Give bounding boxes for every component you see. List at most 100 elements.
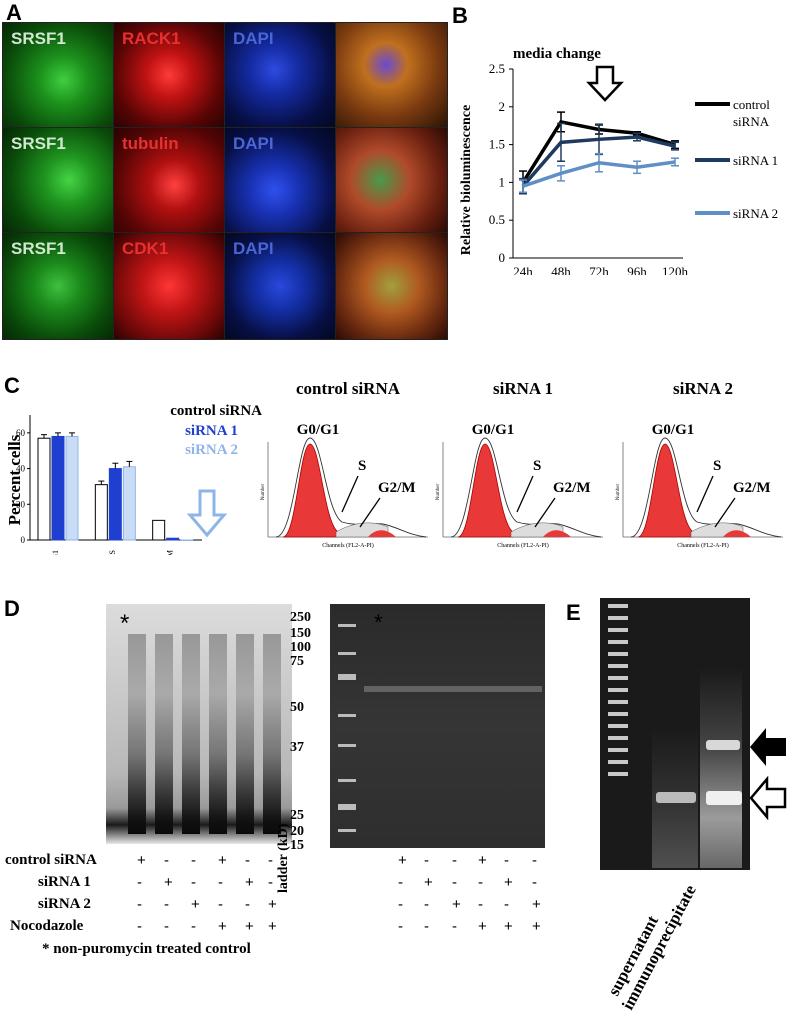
image-dapi-row2: DAPI [224,127,336,233]
stain-label: SRSF1 [11,29,66,48]
g0g1-peak [282,443,339,538]
gel-ladder-band [608,700,628,704]
treatment-sign: + [478,918,487,935]
ladder-band [338,624,356,627]
bar-G2/M-3 [180,539,194,541]
y-axis-label: Relative bioluminescence [459,105,474,255]
s-phase-label: S [358,458,366,474]
gel-ladder-band [608,652,628,656]
stain-label: DAPI [233,29,274,48]
treatment-sign: + [218,918,227,935]
g0g1-peak [637,443,694,538]
microscopy-grid: SRSF1 RACK1 DAPI SRSF1 tubulin DAPI SRSF… [2,22,448,340]
white-arrow-icon [749,775,787,820]
ladder-marks: 250 150 100 75 50 37 25 20 15 [290,610,330,870]
treatment-sign: + [245,874,254,891]
histogram-x-label: Channels (FL2-A-PI) [497,542,549,549]
stain-label: DAPI [233,239,274,258]
g2m-label: G2/M [378,480,416,496]
y-tick-label: 2 [499,99,506,114]
gel-band-lower-ip [706,791,742,805]
ladder-mark-15: 15 [290,838,304,853]
image-tubulin-row2: tubulin [113,127,225,233]
bar-S-3 [122,466,136,541]
treatment-sign: - [191,852,196,869]
treatment-sign: - [137,918,142,935]
treatment-sign: + [452,896,461,913]
histogram-y-label: Number [616,483,621,500]
ladder-mark-150: 150 [290,626,311,641]
treatment-sign: - [452,874,457,891]
legend: control siRNA siRNA 1 siRNA 2 [695,97,778,221]
legend-label-sirna2: siRNA 2 [185,442,238,458]
legend-label-sirna2: siRNA 2 [733,206,778,221]
gel-ladder-band [608,616,628,620]
ladder-band [338,744,356,747]
g0g1-peak [457,443,514,538]
gel-ladder-band [608,772,628,776]
stain-label: CDK1 [122,239,169,258]
ladder-band [338,829,356,832]
ladder-band [338,652,356,655]
y-tick-label: 0.5 [489,212,505,227]
treatment-label: siRNA 2 [38,896,91,912]
treatment-sign: - [218,896,223,913]
treatment-sign: - [424,896,429,913]
treatment-sign: + [504,874,513,891]
media-change-annotation: media change [513,46,601,62]
y-tick-label: 0 [21,535,26,545]
gel-ladder-band [608,664,628,668]
image-merge-row3 [335,232,448,340]
x-tick-label: G0/G1 [51,550,60,555]
treatment-label: Nocodazole [10,918,84,934]
gel-smear-ip [700,668,742,868]
s-phase-label: S [533,458,541,474]
x-tick-label: 96h [627,264,647,275]
panel-label-d: D [4,596,20,621]
gel-ladder-band [608,604,628,608]
gel-ladder-band [608,748,628,752]
treatment-sign: - [164,918,169,935]
treatment-sign: - [268,874,273,891]
x-tick-label: 120h [662,264,689,275]
treatment-sign: + [137,852,146,869]
gel-ladder-band [608,724,628,728]
ladder-axis-label: ladder (kD) [276,823,291,893]
treatment-sign: + [268,918,277,935]
histogram-y-label: Number [261,483,266,500]
panel-label-c: C [4,373,20,398]
treatment-sign: + [532,918,541,935]
gel-ladder-band [608,712,628,716]
bar-G0/G1-1 [37,437,51,541]
treatment-sign: - [532,874,537,891]
treatment-sign: - [137,896,142,913]
x-tick-label: 48h [551,264,571,275]
s-phase-label: S [713,458,721,474]
treatment-sign: - [245,896,250,913]
g0g1-label: G0/G1 [652,422,695,438]
western-blot-puromycin: * [106,604,292,844]
stain-label: tubulin [122,134,179,153]
image-srsf1-row2: SRSF1 [2,127,114,233]
treatment-sign: - [191,874,196,891]
treatment-sign: + [532,896,541,913]
image-srsf1-row1: SRSF1 [2,22,114,128]
gel-ladder-band [608,760,628,764]
y-tick-label: 1 [499,174,506,189]
loading-band [364,686,542,692]
treatment-label: control siRNA [5,852,97,868]
treatment-sign: + [398,852,407,869]
x-tick-label: G2/M [165,550,174,555]
treatment-sign: - [398,918,403,935]
bar-G0/G1-2 [51,435,65,541]
footnote: * non-puromycin treated control [42,941,251,957]
media-change-arrow-icon [586,65,624,102]
treatment-sign: - [218,874,223,891]
treatment-table: control siRNA + + - - - - + + - - - - siRNA 1- - + + - - - -… [0,852,560,962]
ladder-band [338,804,356,810]
stain-label: SRSF1 [11,239,66,258]
ladder-band [338,779,356,782]
histogram-title: siRNA 2 [673,379,733,398]
treatment-sign: - [268,852,273,869]
g2m-peak [723,530,751,537]
